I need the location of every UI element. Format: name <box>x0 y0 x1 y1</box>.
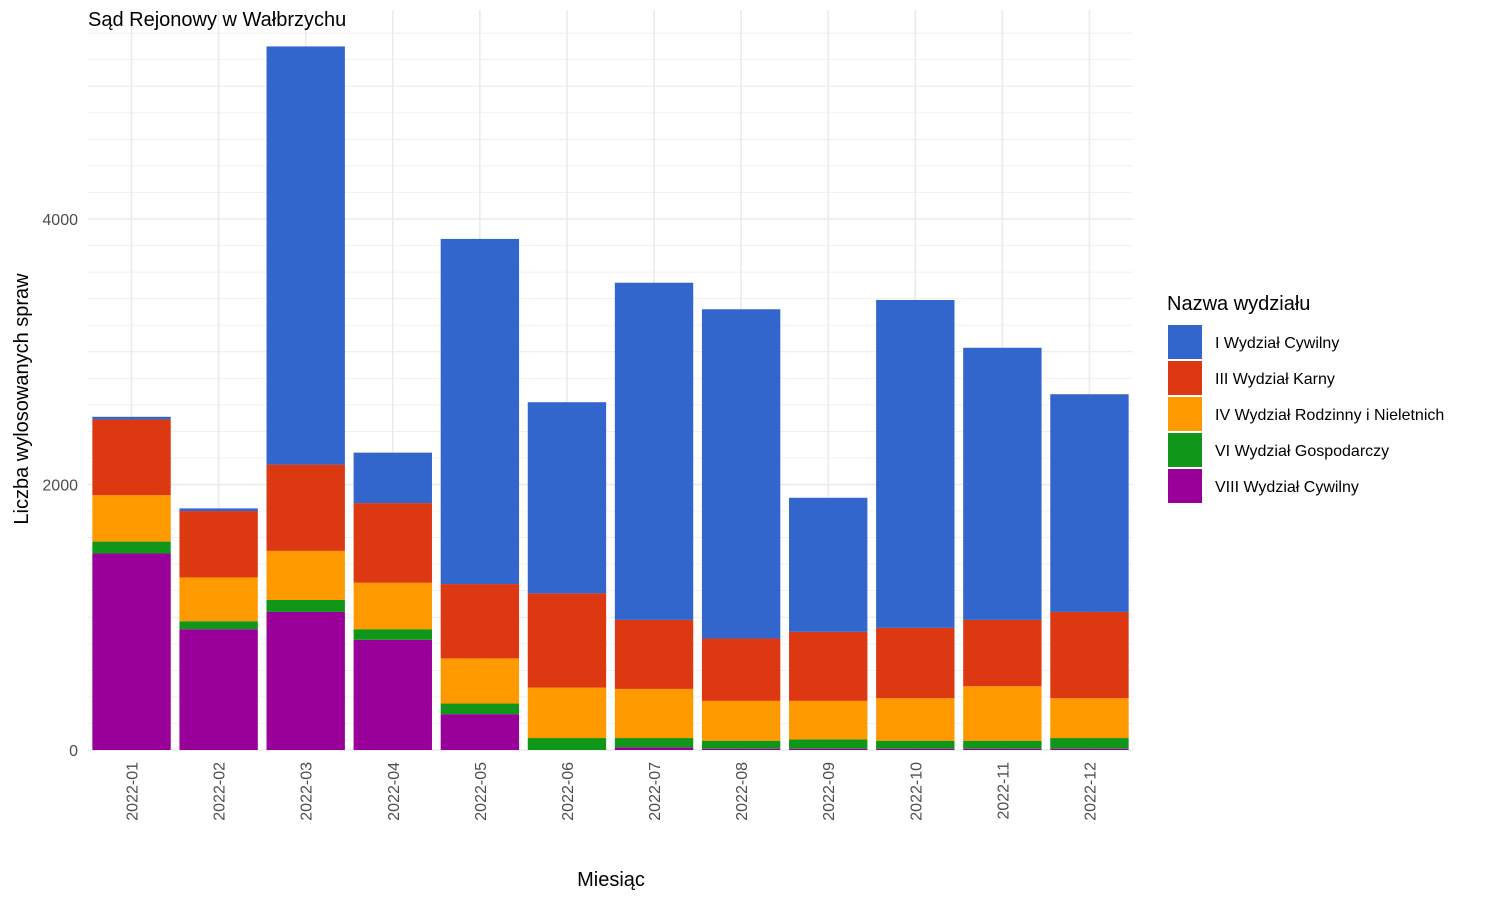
bar-segment <box>789 739 868 749</box>
bar-segment <box>440 658 520 704</box>
bar-segment <box>179 629 258 750</box>
bar-segment <box>527 687 607 739</box>
x-tick-label: 2022-02 <box>212 762 229 821</box>
bar-segment <box>789 700 868 740</box>
bar-segment <box>353 582 432 630</box>
bar-segment <box>876 748 955 750</box>
bar-segment <box>876 299 955 628</box>
bar-segment <box>1050 748 1129 750</box>
x-tick-label: 2022-11 <box>995 762 1012 820</box>
legend-label: I Wydział Cywilny <box>1215 335 1339 352</box>
x-tick-label: 2022-08 <box>734 762 751 821</box>
bar-segment <box>614 619 694 689</box>
bar-segment <box>701 748 781 750</box>
y-tick-label: 2000 <box>42 478 78 495</box>
legend-label: VIII Wydział Cywilny <box>1215 479 1359 496</box>
bar-segment <box>614 738 694 748</box>
legend-swatch <box>1168 325 1202 359</box>
bar-segment <box>92 416 171 420</box>
bar-segment <box>1050 394 1129 612</box>
x-tick-label: 2022-04 <box>386 762 403 821</box>
bar-segment <box>179 508 258 512</box>
bar-segment <box>614 747 694 750</box>
x-tick-label: 2022-05 <box>473 762 490 821</box>
bar-segment <box>789 497 868 632</box>
bar-segment <box>353 452 432 504</box>
bar-segment <box>440 714 520 750</box>
bar-segment <box>876 698 955 741</box>
x-tick-label: 2022-10 <box>908 762 925 821</box>
axis-layer: 0 2000 4000 2022-01 2022-02 2022-03 2022-04 202… <box>42 212 1099 821</box>
bar-segment <box>440 238 520 585</box>
bar-segment <box>701 638 781 701</box>
bars-layer <box>92 46 1129 750</box>
legend: Nazwa wydziału I Wydział Cywilny III Wydz… <box>1167 293 1444 503</box>
bar-segment <box>527 738 607 750</box>
bar-segment <box>963 619 1042 687</box>
bar-segment <box>1050 738 1129 749</box>
bar-segment <box>266 611 345 750</box>
bar-segment <box>440 703 520 715</box>
bar-segment <box>963 748 1042 750</box>
bar-segment <box>92 495 171 542</box>
bar-segment <box>266 599 345 612</box>
bar-segment <box>527 593 607 688</box>
bar-segment <box>266 550 345 600</box>
bar-segment <box>963 740 1042 749</box>
x-tick-label: 2022-09 <box>821 762 838 821</box>
bar-segment <box>92 553 171 750</box>
bar-segment <box>963 686 1042 741</box>
bar-segment <box>789 748 868 750</box>
legend-title: Nazwa wydziału <box>1167 293 1310 315</box>
bar-segment <box>701 740 781 749</box>
bar-segment <box>1050 698 1129 739</box>
bar-segment <box>876 740 955 749</box>
legend-swatch <box>1168 361 1202 395</box>
y-axis-label: Liczba wylosowanych spraw <box>11 273 33 525</box>
bar-segment <box>701 700 781 741</box>
bar-segment <box>614 282 694 620</box>
bar-segment <box>789 631 868 701</box>
legend-label: VI Wydział Gospodarczy <box>1215 443 1389 460</box>
x-axis-label: Miesiąc <box>577 869 645 891</box>
legend-swatch <box>1168 469 1202 503</box>
bar-segment <box>92 419 171 496</box>
y-tick-label: 0 <box>69 743 78 760</box>
bar-segment <box>701 309 781 639</box>
x-tick-label: 2022-12 <box>1082 762 1099 821</box>
x-tick-label: 2022-01 <box>125 762 142 821</box>
bar-segment <box>179 577 258 622</box>
bar-segment <box>527 402 607 594</box>
chart-title: Sąd Rejonowy w Wałbrzychu <box>88 9 346 31</box>
bar-segment <box>92 541 171 554</box>
legend-label: IV Wydział Rodzinny i Nieletnich <box>1215 407 1444 424</box>
x-tick-label: 2022-06 <box>560 762 577 821</box>
bar-segment <box>353 639 432 750</box>
y-tick-label: 4000 <box>42 212 78 229</box>
bar-segment <box>353 629 432 640</box>
legend-swatch <box>1168 433 1202 467</box>
bar-segment <box>179 511 258 578</box>
bar-segment <box>266 464 345 551</box>
x-tick-label: 2022-07 <box>647 762 664 821</box>
bar-segment <box>266 46 345 465</box>
bar-segment <box>963 347 1042 620</box>
legend-swatch <box>1168 397 1202 431</box>
x-tick-label: 2022-03 <box>299 762 316 821</box>
bar-segment <box>614 688 694 739</box>
bar-segment <box>440 584 520 659</box>
legend-label: III Wydział Karny <box>1215 371 1335 388</box>
bar-segment <box>353 503 432 583</box>
bar-segment <box>876 627 955 699</box>
legend-items: I Wydział Cywilny III Wydział Karny IV Wyd… <box>1168 325 1444 503</box>
bar-segment <box>179 621 258 630</box>
bar-segment <box>1050 611 1129 699</box>
